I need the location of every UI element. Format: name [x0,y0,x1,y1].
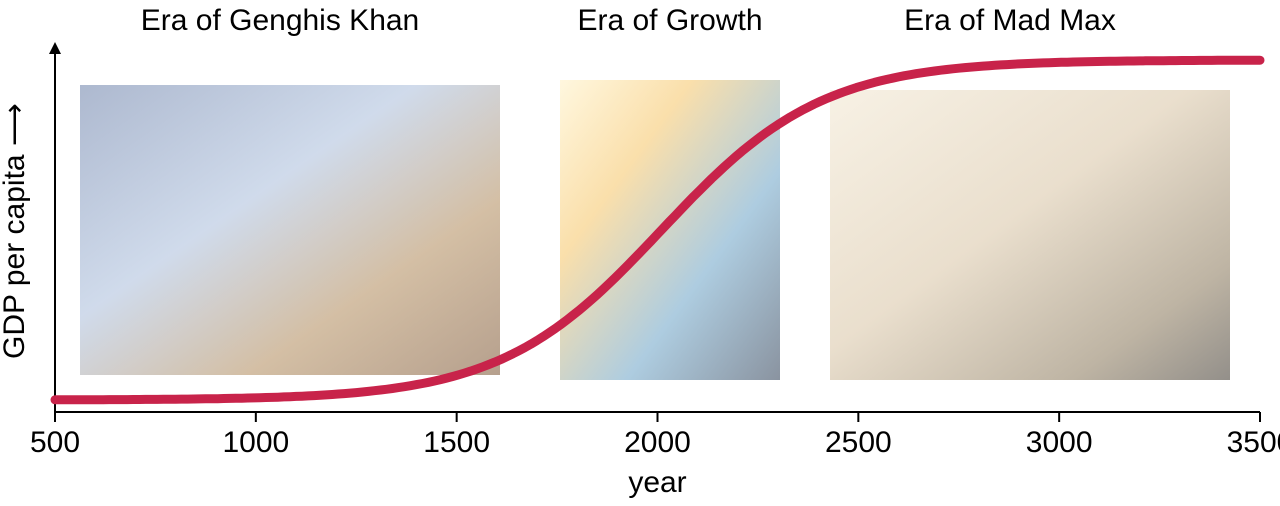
era-title-0: Era of Genghis Khan [141,4,420,37]
x-tick-label: 500 [30,426,80,459]
chart-stage: 500 1000 1500 2000 2500 3000 3500 year GDP per c… [0,0,1280,506]
x-tick-label: 1500 [423,426,490,459]
era-title-2: Era of Mad Max [904,4,1116,37]
mad-max-image [830,90,1230,380]
x-axis-label: year [628,466,686,499]
y-axis-label: GDP per capita ⟶ [0,103,31,359]
x-tick-label: 2500 [825,426,892,459]
futuristic-city-image [560,80,780,380]
chart-svg: 500 1000 1500 2000 2500 3000 3500 year GDP per c… [0,0,1280,506]
x-tick-label: 3500 [1227,426,1280,459]
x-tick-label: 2000 [624,426,691,459]
x-tick-label: 1000 [222,426,289,459]
x-tick-label: 3000 [1026,426,1093,459]
era-title-1: Era of Growth [577,4,762,37]
genghis-khan-image [80,85,500,375]
